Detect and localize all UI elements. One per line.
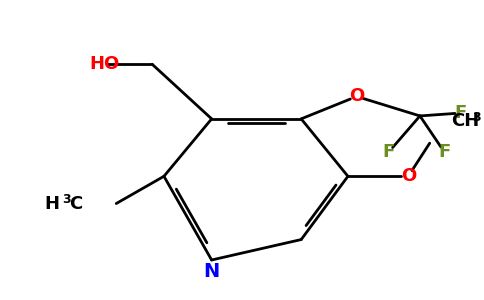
Text: F: F [438,143,451,161]
Text: CH: CH [451,112,479,130]
Text: O: O [401,167,416,185]
Text: HO: HO [89,55,119,73]
Text: 3: 3 [472,111,481,124]
Text: H: H [45,194,60,212]
Text: F: F [383,143,395,161]
Text: C: C [70,194,83,212]
Text: F: F [454,104,467,122]
Text: O: O [349,88,364,106]
Text: N: N [203,262,220,281]
Text: 3: 3 [62,194,70,206]
